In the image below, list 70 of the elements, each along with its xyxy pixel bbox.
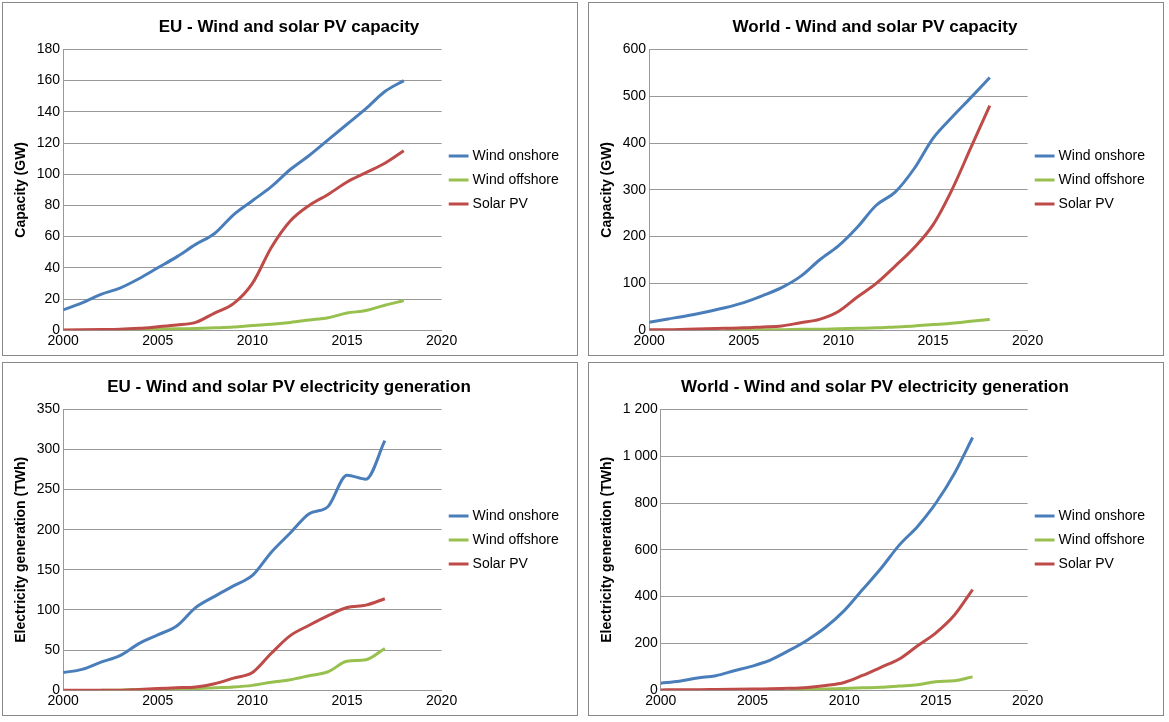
line-series (660, 588, 975, 691)
y-tick-label: 500 (622, 87, 647, 104)
chart-title: World - Wind and solar PV capacity (732, 16, 1018, 36)
y-axis-title: Electricity generation (TWh) (598, 456, 615, 643)
y-tick-label: 400 (622, 133, 647, 150)
line-series (660, 435, 975, 685)
y-tick-label: 250 (36, 480, 61, 497)
x-tick-label: 2020 (1012, 692, 1044, 709)
y-tick-label: 180 (36, 40, 61, 57)
line-series (63, 79, 406, 312)
y-tick-label: 50 (44, 640, 61, 657)
y-tick-label: 140 (36, 102, 61, 119)
y-tick-label: 1 200 (622, 400, 659, 417)
y-tick-label: 120 (36, 133, 61, 150)
y-tick-label: 20 (44, 289, 61, 306)
y-tick-label: 60 (44, 227, 61, 244)
y-tick-label: 800 (634, 493, 659, 510)
x-tick-label: 2015 (331, 332, 363, 349)
y-axis-title: Capacity (GW) (598, 141, 615, 238)
x-tick-label: 2010 (822, 332, 855, 349)
y-tick-label: 150 (36, 560, 61, 577)
y-tick-label: 200 (622, 227, 647, 244)
x-tick-label: 2010 (828, 692, 861, 709)
x-tick-label: 2010 (236, 332, 269, 349)
y-tick-label: 100 (36, 600, 61, 617)
y-tick-label: 100 (622, 274, 647, 291)
chart-title: EU - Wind and solar PV capacity (158, 16, 420, 36)
x-tick-label: 2010 (236, 692, 269, 709)
y-tick-label: 200 (634, 634, 659, 651)
chart-title: EU - Wind and solar PV electricity generation (107, 376, 471, 396)
legend-label: Wind offshore (1058, 170, 1145, 187)
x-tick-label: 2015 (917, 332, 949, 349)
y-axis-title: Electricity generation (TWh) (12, 456, 29, 643)
y-tick-label: 100 (36, 165, 61, 182)
y-tick-label: 400 (634, 587, 659, 604)
y-tick-label: 300 (36, 440, 61, 457)
x-tick-label: 2020 (426, 332, 458, 349)
y-tick-label: 200 (36, 520, 61, 537)
x-tick-label: 2005 (142, 332, 174, 349)
y-tick-label: 80 (44, 196, 61, 213)
legend-label: Wind offshore (472, 170, 559, 187)
legend-label: Solar PV (1058, 194, 1115, 211)
legend-label: Wind onshore (472, 506, 560, 523)
x-tick-label: 2020 (426, 692, 458, 709)
legend-label: Wind onshore (472, 146, 560, 163)
y-axis-title: Capacity (GW) (12, 141, 29, 238)
line-series (63, 597, 387, 691)
line-series (63, 149, 406, 331)
x-tick-label: 2015 (331, 692, 363, 709)
legend-label: Solar PV (472, 194, 529, 211)
legend-label: Wind onshore (1058, 506, 1146, 523)
legend-label: Solar PV (1058, 554, 1115, 571)
x-tick-label: 2020 (1012, 332, 1044, 349)
legend-label: Solar PV (472, 554, 529, 571)
x-tick-label: 2005 (142, 692, 174, 709)
y-tick-label: 40 (44, 258, 61, 275)
line-series (63, 439, 387, 675)
y-tick-label: 300 (622, 180, 647, 197)
y-tick-label: 160 (36, 71, 61, 88)
y-tick-label: 600 (622, 40, 647, 57)
y-tick-label: 600 (634, 540, 659, 557)
x-tick-label: 2015 (920, 692, 952, 709)
x-tick-label: 2005 (736, 692, 769, 709)
legend-label: Wind onshore (1058, 146, 1146, 163)
x-tick-label: 2005 (728, 332, 760, 349)
legend-label: Wind offshore (1058, 530, 1145, 547)
y-tick-label: 1 000 (622, 447, 659, 464)
y-tick-label: 350 (36, 400, 61, 417)
legend-label: Wind offshore (472, 530, 559, 547)
chart-title: World - Wind and solar PV electricity generation (681, 376, 1069, 396)
